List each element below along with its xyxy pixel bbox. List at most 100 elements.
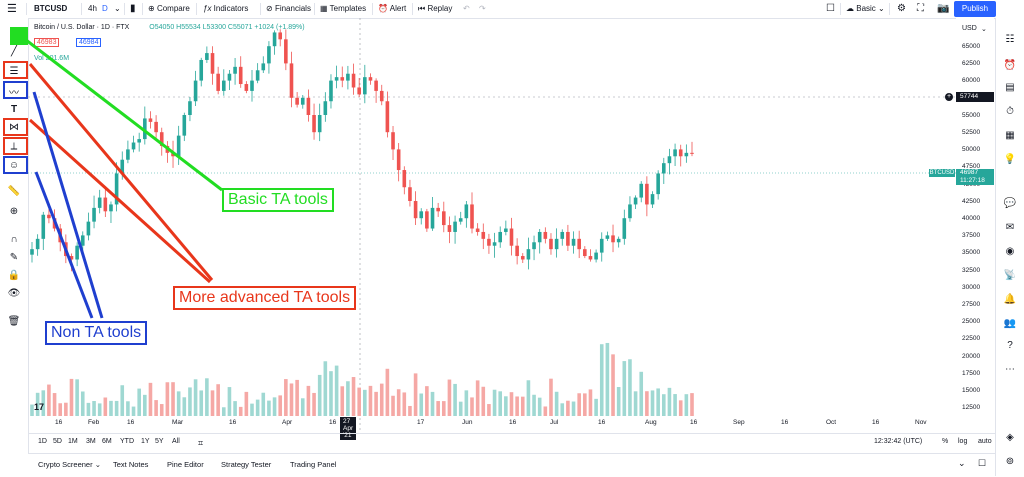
bid-box[interactable]: 46983 — [34, 38, 60, 47]
trend-line-icon[interactable]: ╱ — [10, 45, 18, 57]
volume-bar — [52, 393, 57, 416]
percent-toggle[interactable]: % — [942, 438, 949, 445]
tab-trading-panel[interactable]: Trading Panel — [290, 460, 337, 469]
collapse-icon[interactable]: ⌄ — [958, 458, 966, 468]
time-tick: 16 — [55, 419, 63, 426]
candle-body — [481, 231, 486, 239]
tab-pine-editor[interactable]: Pine Editor — [167, 460, 204, 469]
tab-strategy-tester[interactable]: Strategy Tester — [221, 460, 272, 469]
gear-icon[interactable]: ⚙ — [897, 3, 906, 14]
volume-bar — [92, 401, 96, 416]
symbol-search[interactable]: BTCUSD — [34, 4, 68, 13]
ruler-icon[interactable]: 📏 — [7, 185, 21, 197]
indicators-button[interactable]: ƒx Indicators — [203, 4, 249, 13]
volume-bar — [543, 406, 548, 416]
broadcast-icon[interactable]: 📡 — [1003, 269, 1017, 281]
help-icon[interactable]: ? — [1007, 339, 1013, 351]
range-1d[interactable]: 1D — [38, 438, 47, 445]
range-all[interactable]: All — [172, 438, 180, 445]
time-tick: Jul — [550, 419, 559, 426]
eye-icon[interactable]: 👁 — [7, 287, 21, 299]
currency-label[interactable]: USD — [962, 25, 977, 32]
financials-button[interactable]: ⊘ Financials — [266, 4, 311, 13]
prediction-icon[interactable]: ⟂ — [10, 140, 18, 152]
layers-icon[interactable]: ◈ — [1006, 431, 1014, 443]
replay-button[interactable]: ⏮ Replay — [418, 4, 453, 13]
redo-icon[interactable]: ↷ — [479, 4, 486, 13]
blue-pointer-line-2 — [34, 171, 94, 319]
candles-icon[interactable]: ▮ — [130, 3, 136, 14]
candle-body — [537, 231, 542, 243]
text-icon[interactable]: T — [10, 103, 18, 115]
price-chart[interactable] — [28, 18, 956, 432]
notifications-icon[interactable]: 🔔 — [1003, 293, 1017, 305]
candle-body — [159, 132, 164, 146]
data-window-icon[interactable]: ▤ — [1005, 81, 1015, 93]
draw-mode-icon[interactable]: ✎ — [9, 251, 19, 263]
watchlist-icon[interactable]: ☷ — [1005, 33, 1015, 45]
more-icon[interactable]: ⊚ — [1005, 455, 1015, 467]
blue-pointer-line-1 — [32, 91, 104, 319]
range-3m[interactable]: 3M — [86, 438, 96, 445]
log-toggle[interactable]: log — [958, 438, 968, 445]
add-alert-icon[interactable]: + — [945, 93, 953, 101]
camera-icon[interactable]: 📷 — [937, 3, 950, 14]
candle-body — [504, 228, 508, 232]
menu-icon[interactable]: ☰ — [7, 3, 17, 15]
emoji-icon[interactable]: ☺ — [8, 159, 20, 171]
publish-button[interactable]: Publish — [954, 1, 996, 17]
messages-icon[interactable]: ✉ — [1005, 221, 1015, 233]
auto-toggle[interactable]: auto — [978, 438, 992, 445]
range-1m[interactable]: 1M — [68, 438, 78, 445]
undo-icon[interactable]: ↶ — [463, 4, 470, 13]
price-tick: 25000 — [962, 318, 981, 326]
hotlist-icon[interactable]: ⏱ — [1006, 105, 1014, 117]
fullscreen-icon[interactable]: ⛶ — [917, 3, 924, 14]
zoom-icon[interactable]: ⊕ — [9, 205, 19, 217]
volume-bar — [413, 373, 418, 416]
brush-icon[interactable]: 〰 — [9, 87, 19, 99]
tab-crypto-screener[interactable]: Crypto Screener ⌄ — [38, 460, 101, 469]
alerts-icon[interactable]: ⏰ — [1003, 59, 1017, 71]
alert-button[interactable]: ⏰ Alert — [378, 4, 407, 13]
streams-icon[interactable]: ◉ — [1005, 245, 1015, 257]
maximize-icon[interactable]: ☐ — [978, 458, 987, 468]
volume-bar — [374, 391, 378, 416]
ideas-icon[interactable]: 💡 — [1003, 153, 1017, 165]
red-pointer-line-2 — [28, 118, 212, 284]
interval-d[interactable]: D — [102, 4, 108, 13]
horizontal-lines-icon[interactable]: ☰ — [9, 65, 19, 77]
compare-button[interactable]: ⊕ Compare — [148, 4, 190, 13]
magnet-icon[interactable]: ∩ — [10, 233, 18, 245]
people-icon[interactable]: 👥 — [1003, 317, 1017, 329]
volume-bar — [154, 400, 158, 416]
volume-bar — [205, 378, 209, 416]
candle-body — [176, 135, 181, 157]
layout-square-icon[interactable]: ☐ — [826, 3, 835, 14]
layout-button[interactable]: ☁ Basic ⌄ — [846, 4, 885, 13]
range-1y[interactable]: 1Y — [141, 438, 150, 445]
price-axis[interactable]: USD ⌄ 6500062500600005750055000525005000… — [929, 18, 994, 430]
chevron-down-icon[interactable]: ⌄ — [114, 4, 121, 13]
volume-bar — [244, 391, 249, 416]
pattern-icon[interactable]: ⋈ — [9, 121, 19, 133]
templates-button[interactable]: ▦ Templates — [320, 4, 367, 13]
volume-bar — [684, 394, 689, 416]
clock[interactable]: 12:32:42 (UTC) — [874, 438, 923, 445]
candle-body — [92, 207, 96, 222]
chat-icon[interactable]: 💬 — [1003, 197, 1017, 209]
dots-icon[interactable]: ⋯ — [1005, 363, 1015, 375]
interval-4h[interactable]: 4h — [88, 4, 97, 13]
range-ytd[interactable]: YTD — [120, 438, 134, 445]
trash-icon[interactable]: 🗑 — [7, 315, 21, 327]
candle-body — [622, 218, 627, 239]
calendar-icon[interactable]: ▦ — [1005, 129, 1015, 141]
lock-icon[interactable]: 🔒 — [7, 269, 21, 281]
ask-box[interactable]: 46984 — [76, 38, 102, 47]
price-tick: 12500 — [962, 404, 981, 412]
range-5y[interactable]: 5Y — [155, 438, 164, 445]
range-5d[interactable]: 5D — [53, 438, 62, 445]
range-6m[interactable]: 6M — [102, 438, 112, 445]
date-range-icon[interactable]: ⌗ — [198, 438, 204, 448]
tab-text-notes[interactable]: Text Notes — [113, 460, 149, 469]
